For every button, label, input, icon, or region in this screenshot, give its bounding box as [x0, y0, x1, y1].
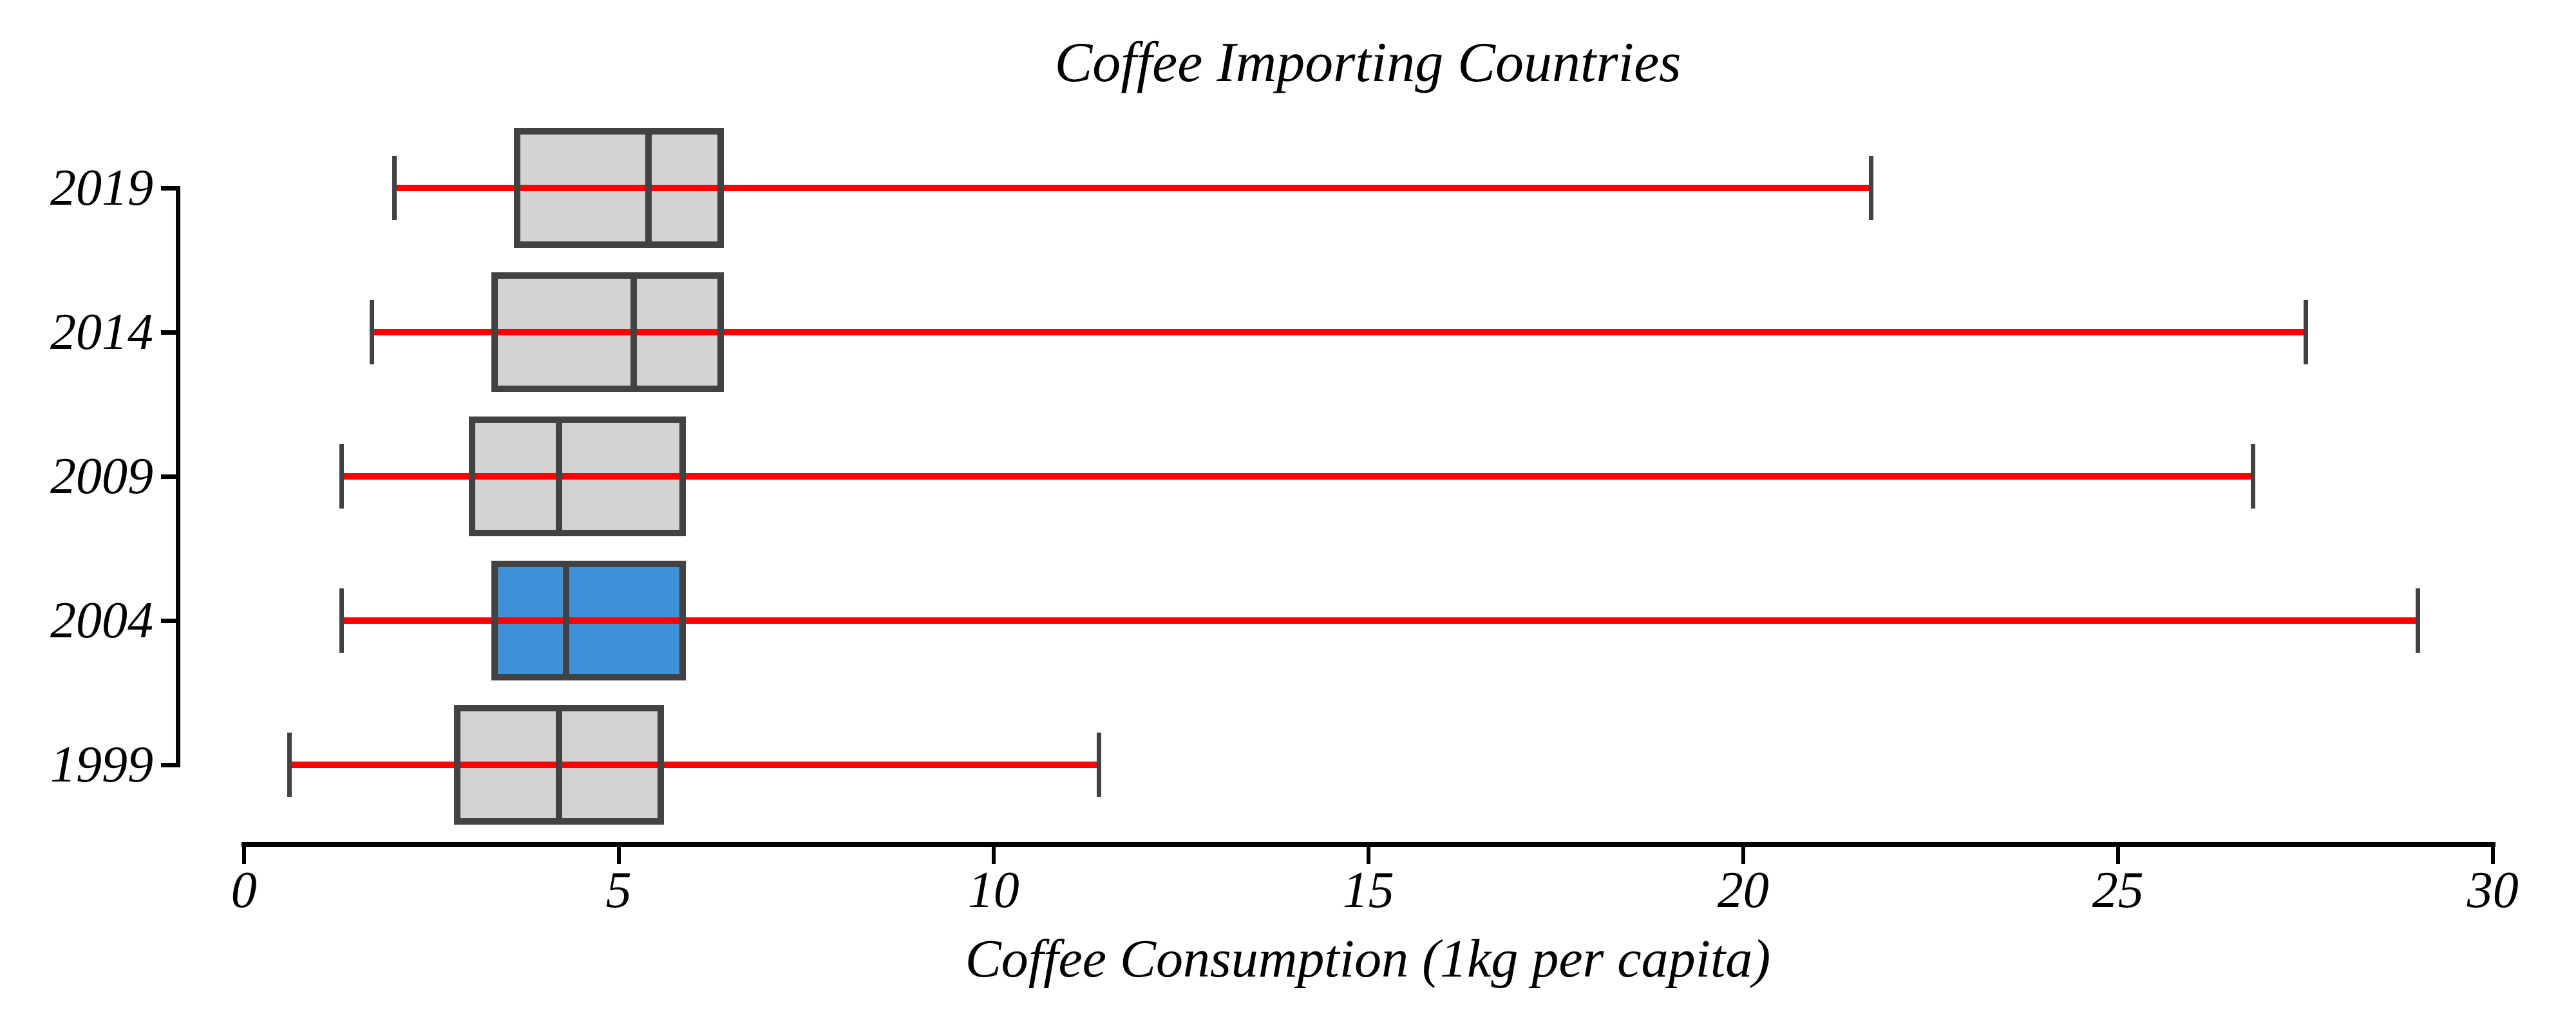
box-outline-2004 [491, 561, 687, 680]
x-tick-label: 30 [2467, 862, 2519, 919]
x-tick [2116, 847, 2120, 864]
whisker-line-2019 [393, 185, 1871, 191]
y-tick-label-2019: 2019 [50, 160, 153, 216]
y-tick-2004 [161, 619, 180, 623]
x-tick [1366, 847, 1370, 864]
box-outline-2014 [491, 272, 724, 392]
x-axis-line [241, 842, 2496, 847]
x-tick [616, 847, 621, 864]
y-tick-1999 [161, 763, 180, 767]
x-tick-label: 15 [1342, 862, 1394, 919]
whisker-line-2004 [341, 617, 2418, 624]
whisker-line-2009 [341, 473, 2253, 480]
whisker-cap-high-2014 [2303, 300, 2308, 364]
median-line-2009 [555, 417, 562, 536]
x-tick [991, 847, 996, 864]
y-tick-label-2004: 2004 [50, 592, 153, 649]
box-outline-2019 [513, 128, 724, 248]
y-tick-label-1999: 1999 [50, 736, 153, 793]
whisker-cap-high-1999 [1096, 733, 1101, 797]
y-tick-label-2014: 2014 [50, 304, 153, 360]
whisker-cap-low-2004 [339, 588, 345, 653]
y-tick-label-2009: 2009 [50, 448, 153, 505]
median-line-1999 [555, 705, 562, 825]
whisker-cap-high-2019 [1868, 156, 1873, 220]
whisker-cap-low-2014 [369, 300, 374, 364]
x-tick [1741, 847, 1745, 864]
y-tick-2014 [161, 330, 180, 335]
x-tick [242, 847, 246, 864]
whisker-line-1999 [289, 762, 1099, 768]
x-tick-label: 10 [967, 862, 1019, 919]
x-tick [2490, 847, 2495, 864]
x-tick-label: 25 [2092, 862, 2144, 919]
x-tick-label: 5 [605, 862, 632, 919]
x-tick-label: 0 [231, 862, 257, 919]
median-line-2004 [563, 561, 570, 680]
whisker-cap-low-2019 [392, 156, 397, 220]
whisker-line-2014 [371, 329, 2306, 335]
chart-title: Coffee Importing Countries [1054, 32, 1681, 94]
y-tick-2019 [161, 186, 180, 191]
y-tick-2009 [161, 474, 180, 479]
whisker-cap-low-1999 [287, 733, 292, 797]
whisker-cap-high-2004 [2416, 588, 2421, 653]
whisker-cap-high-2009 [2251, 444, 2256, 509]
box-outline-2009 [468, 417, 687, 536]
median-line-2014 [630, 272, 637, 392]
whisker-cap-low-2009 [339, 444, 345, 509]
median-line-2019 [645, 128, 652, 248]
x-axis-label: Coffee Consumption (1kg per capita) [965, 929, 1771, 989]
x-tick-label: 20 [1717, 862, 1769, 919]
